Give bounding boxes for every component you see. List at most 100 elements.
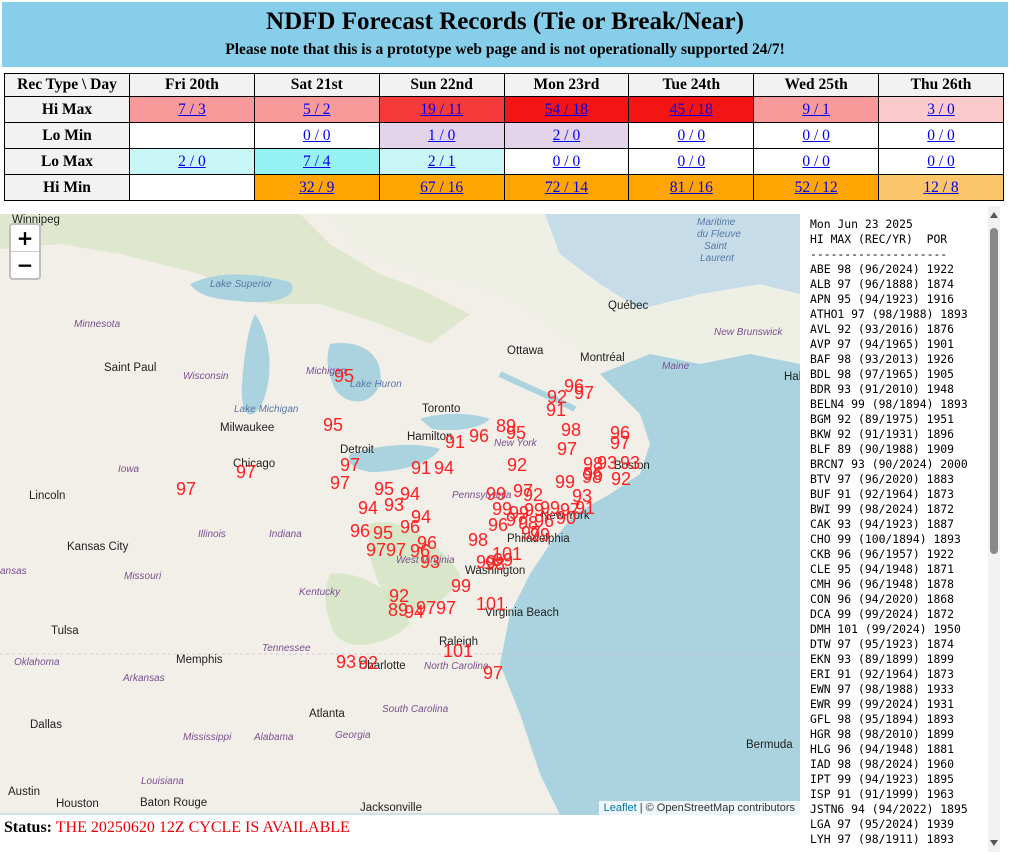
forecast-value-marker[interactable]: 92 bbox=[611, 469, 632, 489]
forecast-value-marker[interactable]: 97 bbox=[416, 598, 437, 618]
forecast-value-marker[interactable]: 99 bbox=[530, 525, 551, 545]
forecast-value-marker[interactable]: 97 bbox=[610, 433, 631, 453]
forecast-value-marker[interactable]: 93 bbox=[384, 495, 405, 515]
record-count-link[interactable]: 2 / 0 bbox=[552, 126, 581, 144]
forecast-value-marker[interactable]: 97 bbox=[366, 540, 387, 560]
forecast-value-marker[interactable]: 97 bbox=[236, 462, 257, 482]
zoom-out-button[interactable]: − bbox=[16, 253, 34, 277]
record-count-link[interactable]: 0 / 0 bbox=[927, 126, 955, 144]
forecast-value-marker[interactable]: 99 bbox=[493, 550, 514, 570]
record-count-link[interactable]: 2 / 0 bbox=[178, 152, 206, 170]
forecast-value-marker[interactable]: 97 bbox=[176, 479, 197, 499]
forecast-value-marker[interactable]: 97 bbox=[386, 540, 407, 560]
forecast-value-marker[interactable]: 92 bbox=[523, 485, 544, 505]
record-count-link[interactable]: 0 / 0 bbox=[802, 152, 830, 170]
record-count-link[interactable]: 32 / 9 bbox=[299, 178, 335, 196]
forecast-value-marker[interactable]: 91 bbox=[445, 432, 466, 452]
forecast-value-marker[interactable]: 99 bbox=[524, 500, 545, 520]
forecast-value-marker[interactable]: 91 bbox=[575, 498, 596, 518]
forecast-value-marker[interactable]: 92 bbox=[507, 455, 528, 475]
map-view[interactable]: Winnipeg Lake Superior Minnesota Saint Paul… bbox=[0, 214, 800, 815]
record-count-link[interactable]: 45 / 18 bbox=[669, 100, 713, 118]
forecast-value-marker[interactable]: 89 bbox=[496, 416, 517, 436]
record-count-link[interactable]: 7 / 4 bbox=[302, 152, 331, 170]
record-count-link[interactable]: 54 / 18 bbox=[544, 100, 588, 118]
scroll-thumb[interactable] bbox=[990, 228, 998, 554]
forecast-value-marker[interactable]: 97 bbox=[557, 439, 578, 459]
forecast-value-marker[interactable]: 98 bbox=[583, 454, 604, 474]
forecast-value-marker[interactable]: 96 bbox=[564, 376, 585, 396]
forecast-value-marker[interactable]: 96 bbox=[583, 464, 604, 484]
record-count-link[interactable]: 1 / 0 bbox=[427, 126, 456, 144]
forecast-value-marker[interactable]: 90 bbox=[556, 508, 577, 528]
forecast-value-marker[interactable]: 94 bbox=[400, 484, 421, 504]
forecast-value-marker[interactable]: 97 bbox=[330, 473, 351, 493]
forecast-value-marker[interactable]: 97 bbox=[483, 663, 504, 683]
record-count-link[interactable]: 0 / 0 bbox=[802, 126, 830, 144]
record-count-link[interactable]: 0 / 0 bbox=[677, 126, 706, 144]
forecast-value-marker[interactable]: 99 bbox=[486, 484, 507, 504]
forecast-value-marker[interactable]: 101 bbox=[443, 641, 474, 661]
zoom-in-button[interactable]: + bbox=[11, 225, 39, 252]
forecast-value-marker[interactable]: 92 bbox=[547, 387, 568, 407]
forecast-value-marker[interactable]: 96 bbox=[417, 533, 438, 553]
record-count-link[interactable]: 0 / 0 bbox=[552, 152, 581, 170]
forecast-value-marker[interactable]: 99 bbox=[555, 472, 576, 492]
record-count-link[interactable]: 81 / 16 bbox=[669, 178, 713, 196]
forecast-value-marker[interactable]: 96 bbox=[350, 521, 371, 541]
forecast-value-marker[interactable]: 99 bbox=[451, 576, 472, 596]
record-count-link[interactable]: 67 / 16 bbox=[420, 178, 464, 196]
forecast-value-marker[interactable]: 98 bbox=[518, 513, 539, 533]
record-count-link[interactable]: 52 / 12 bbox=[794, 178, 838, 196]
record-count-link[interactable]: 0 / 0 bbox=[677, 152, 706, 170]
forecast-value-marker[interactable]: 96 bbox=[400, 517, 421, 537]
forecast-value-marker[interactable]: 94 bbox=[404, 602, 425, 622]
forecast-value-marker[interactable]: 99 bbox=[540, 498, 561, 518]
forecast-value-marker[interactable]: 94 bbox=[411, 507, 432, 527]
record-count-link[interactable]: 19 / 11 bbox=[420, 100, 463, 118]
forecast-value-marker[interactable]: 101 bbox=[476, 594, 507, 614]
forecast-value-marker[interactable]: 93 bbox=[420, 552, 441, 572]
forecast-value-marker[interactable]: 93 bbox=[620, 453, 641, 473]
record-count-link[interactable]: 7 / 3 bbox=[178, 100, 206, 118]
record-count-link[interactable]: 12 / 8 bbox=[923, 178, 959, 196]
forecast-value-marker[interactable]: 96 bbox=[610, 423, 631, 443]
scroll-down-arrow-icon[interactable] bbox=[990, 840, 998, 846]
forecast-value-marker[interactable]: 97 bbox=[521, 523, 542, 543]
forecast-value-marker[interactable]: 91 bbox=[411, 458, 432, 478]
forecast-value-marker[interactable]: 101 bbox=[492, 544, 523, 564]
forecast-value-marker[interactable]: 95 bbox=[374, 479, 395, 499]
forecast-value-marker[interactable]: 97 bbox=[340, 455, 361, 475]
forecast-value-marker[interactable]: 92 bbox=[389, 586, 410, 606]
forecast-value-marker[interactable]: 98 bbox=[561, 420, 582, 440]
record-count-link[interactable]: 3 / 0 bbox=[927, 100, 955, 118]
forecast-value-marker[interactable]: 95 bbox=[334, 366, 355, 386]
forecast-value-marker[interactable]: 99 bbox=[476, 552, 497, 572]
record-count-link[interactable]: 0 / 0 bbox=[927, 152, 955, 170]
forecast-value-marker[interactable]: 95 bbox=[506, 423, 527, 443]
forecast-value-marker[interactable]: 99 bbox=[492, 499, 513, 519]
forecast-value-marker[interactable]: 96 bbox=[534, 511, 555, 531]
forecast-value-marker[interactable]: 91 bbox=[546, 400, 567, 420]
forecast-value-marker[interactable]: 96 bbox=[488, 515, 509, 535]
forecast-value-marker[interactable]: 98 bbox=[468, 530, 489, 550]
forecast-value-marker[interactable]: 93 bbox=[572, 486, 593, 506]
forecast-value-marker[interactable]: 93 bbox=[336, 652, 357, 672]
scroll-up-arrow-icon[interactable] bbox=[990, 212, 998, 218]
side-scrollbar[interactable] bbox=[988, 206, 1000, 852]
forecast-value-marker[interactable]: 92 bbox=[358, 653, 379, 673]
leaflet-link[interactable]: Leaflet bbox=[603, 802, 637, 814]
forecast-value-marker[interactable]: 95 bbox=[373, 523, 394, 543]
forecast-value-marker[interactable]: 97 bbox=[513, 481, 534, 501]
record-count-link[interactable]: 0 / 0 bbox=[302, 126, 331, 144]
record-count-link[interactable]: 5 / 2 bbox=[302, 100, 331, 118]
forecast-value-marker[interactable]: 99 bbox=[509, 503, 530, 523]
forecast-value-marker[interactable]: 96 bbox=[410, 541, 431, 561]
forecast-value-marker[interactable]: 95 bbox=[323, 415, 344, 435]
record-count-link[interactable]: 9 / 1 bbox=[802, 100, 830, 118]
forecast-value-marker[interactable]: 97 bbox=[506, 510, 527, 530]
forecast-value-marker[interactable]: 97 bbox=[436, 598, 457, 618]
forecast-value-marker[interactable]: 89 bbox=[388, 600, 409, 620]
forecast-value-marker[interactable]: 98 bbox=[485, 554, 506, 574]
forecast-value-marker[interactable]: 94 bbox=[358, 498, 379, 518]
